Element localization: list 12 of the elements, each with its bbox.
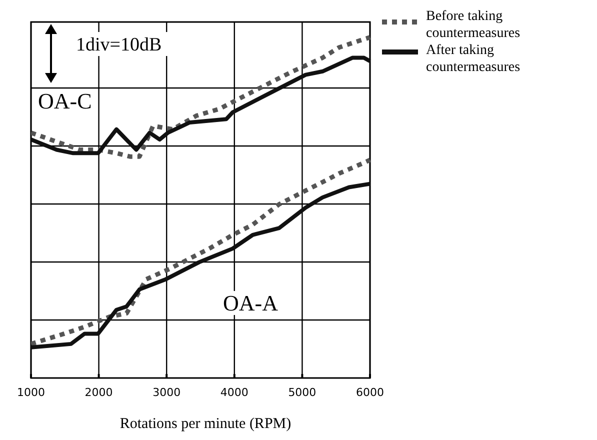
x-axis-title: Rotations per minute (RPM)	[120, 416, 292, 432]
x-tick-label: 2000	[84, 386, 113, 399]
legend-label: After taking countermeasures	[426, 43, 520, 75]
annotation: OA-C	[38, 88, 92, 114]
x-tick-label: 4000	[220, 386, 248, 399]
x-tick-label: 6000	[356, 386, 384, 399]
x-tick-label: 1000	[17, 386, 45, 399]
x-tick-label: 3000	[152, 386, 181, 399]
legend-label: Before taking countermeasures	[426, 9, 520, 41]
annotation: OA-A	[223, 290, 278, 316]
x-tick-label: 5000	[288, 386, 316, 399]
annotation: 1div=10dB	[76, 34, 162, 56]
